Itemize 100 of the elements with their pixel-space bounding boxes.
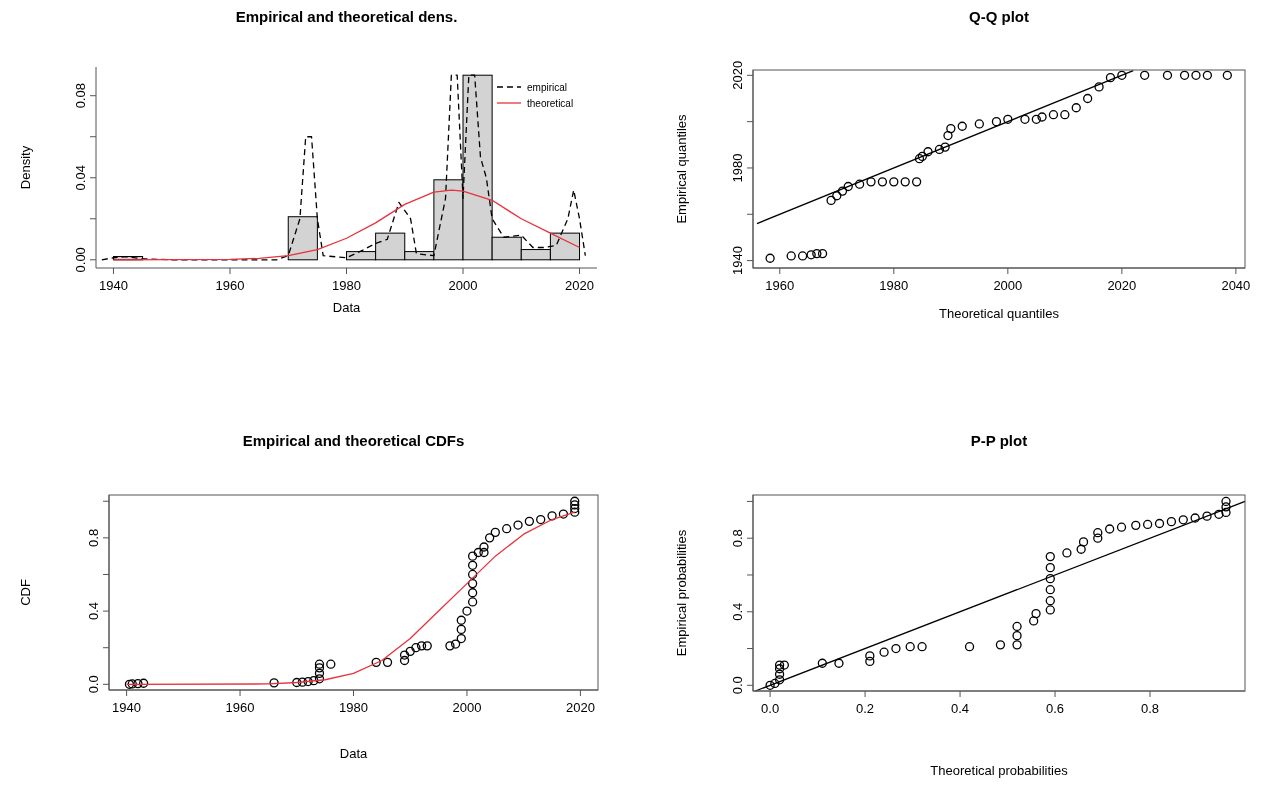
point: [445, 641, 455, 651]
point: [1166, 517, 1177, 527]
point: [314, 674, 325, 684]
point: [826, 195, 836, 206]
point: [309, 676, 319, 686]
point: [911, 177, 922, 187]
x-tick-label: 1960: [215, 278, 245, 293]
x-tick-label: 1960: [765, 278, 795, 293]
point: [456, 624, 466, 635]
point: [917, 642, 927, 652]
point: [934, 144, 945, 155]
y-tick-label: 0.0: [730, 676, 745, 695]
point: [812, 248, 822, 259]
x-tick-label: 0.2: [856, 701, 875, 716]
point: [1105, 72, 1116, 83]
legend-label: empirical: [527, 82, 568, 93]
point: [765, 253, 775, 263]
point: [779, 660, 789, 670]
point: [450, 639, 461, 649]
x-tick-label: 1980: [339, 700, 368, 715]
point: [832, 191, 842, 201]
point: [1071, 103, 1081, 113]
point: [1131, 520, 1141, 530]
point: [570, 507, 580, 517]
point: [837, 186, 848, 196]
y-tick-label: 1980: [730, 153, 745, 183]
x-tick-label: 2040: [1221, 278, 1251, 293]
point: [1003, 114, 1013, 124]
point: [462, 606, 472, 616]
point: [1045, 596, 1055, 606]
point: [490, 527, 500, 537]
point: [1116, 522, 1127, 532]
point: [1162, 70, 1173, 80]
point: [995, 640, 1006, 650]
point: [133, 678, 143, 689]
point: [1214, 509, 1224, 519]
point: [834, 658, 844, 668]
point: [1140, 70, 1150, 80]
point: [964, 642, 975, 652]
point: [923, 147, 933, 157]
point: [1012, 631, 1022, 641]
y-tick-label: 0.00: [73, 247, 88, 273]
y-axis-title: Empirical probabilities: [674, 529, 689, 657]
point: [774, 660, 785, 670]
point: [1045, 574, 1055, 584]
point: [1045, 551, 1055, 562]
point: [456, 615, 466, 625]
point: [1202, 511, 1212, 521]
x-tick-label: 0.4: [951, 701, 970, 716]
point: [411, 643, 421, 653]
point: [303, 676, 313, 687]
point: [1191, 70, 1201, 80]
point: [843, 181, 853, 192]
point: [1093, 533, 1103, 543]
chart-title: Q-Q plot: [969, 8, 1029, 25]
point: [502, 524, 512, 534]
point: [1048, 110, 1059, 120]
point: [467, 560, 478, 570]
point: [1202, 70, 1213, 80]
y-tick-label: 0.8: [730, 529, 745, 548]
point: [524, 516, 535, 527]
point: [1179, 70, 1190, 80]
point: [891, 643, 901, 654]
point: [138, 678, 149, 688]
point: [765, 680, 775, 690]
point: [479, 542, 489, 552]
point: [292, 677, 302, 688]
point: [269, 678, 279, 688]
y-axis-title: CDF: [18, 579, 33, 606]
point: [1117, 70, 1127, 80]
y-tick-label: 0.4: [730, 602, 745, 621]
point: [770, 678, 780, 689]
y-tick-label: 0.08: [73, 83, 88, 109]
x-tick-label: 2020: [565, 278, 594, 293]
point: [1012, 640, 1022, 650]
y-tick-label: 0.0: [86, 675, 101, 694]
x-axis-title: Theoretical probabilities: [930, 763, 1069, 778]
point: [467, 569, 478, 580]
x-axis-title: Data: [332, 300, 361, 315]
x-tick-label: 1940: [99, 278, 128, 293]
point: [1037, 112, 1047, 122]
x-tick-label: 2020: [1107, 278, 1137, 293]
point: [1031, 114, 1041, 124]
point: [1221, 507, 1231, 518]
point: [774, 669, 785, 679]
point: [1190, 513, 1200, 523]
x-tick-label: 2000: [448, 278, 478, 293]
x-axis-title: Data: [339, 746, 368, 761]
point: [817, 248, 828, 259]
point: [1045, 585, 1055, 595]
y-tick-label: 2020: [730, 60, 745, 90]
point: [513, 520, 523, 530]
x-axis-title: Theoretical quantiles: [939, 306, 1060, 321]
point: [865, 651, 875, 661]
point: [991, 116, 1002, 127]
point: [479, 547, 489, 558]
x-tick-label: 0.6: [1046, 701, 1065, 716]
point: [1094, 82, 1104, 92]
chart-title: P-P plot: [970, 432, 1028, 449]
point: [866, 177, 876, 187]
